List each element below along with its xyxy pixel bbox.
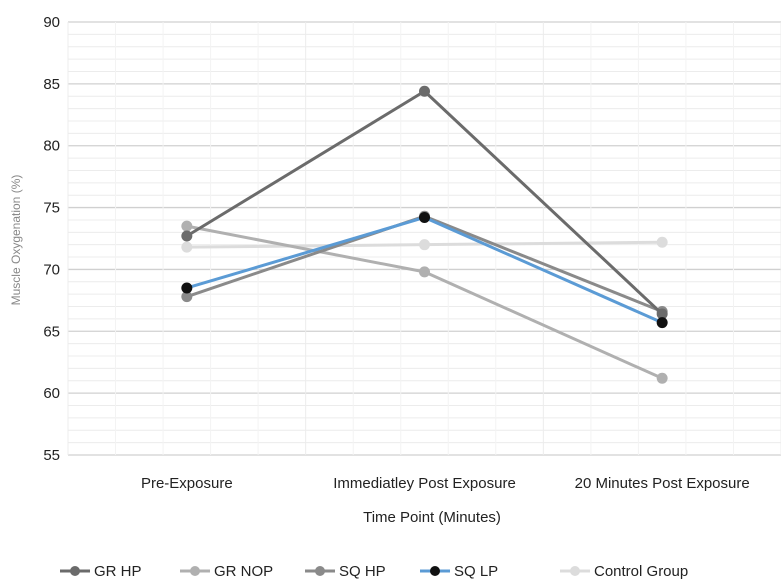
y-tick-labels: 55 60 65 70 75 80 85 90 xyxy=(43,14,60,464)
data-point xyxy=(181,291,193,303)
data-point xyxy=(656,308,668,320)
x-tick-label: 20 Minutes Post Exposure xyxy=(575,475,750,492)
data-point xyxy=(419,85,430,97)
data-point xyxy=(656,317,668,329)
series-gr-nop xyxy=(181,220,668,384)
series-lines xyxy=(181,85,668,384)
grid-lines xyxy=(67,21,781,456)
data-point xyxy=(656,372,668,384)
legend-label: GR HP xyxy=(94,563,142,580)
legend-marker xyxy=(190,566,200,576)
series-sq-lp xyxy=(181,211,668,329)
series-sq-hp xyxy=(181,210,668,317)
data-point xyxy=(181,282,193,294)
data-point xyxy=(181,241,193,253)
legend-marker xyxy=(315,566,325,576)
y-tick-label: 70 xyxy=(43,261,60,278)
legend-label: Control Group xyxy=(594,563,688,580)
data-point xyxy=(181,230,193,242)
data-point xyxy=(656,236,668,248)
data-point xyxy=(419,266,430,278)
data-point xyxy=(419,239,430,251)
legend-item: Control Group xyxy=(560,563,688,580)
y-tick-label: 60 xyxy=(43,385,60,402)
y-axis-title: Muscle Oxygenation (%) xyxy=(9,175,23,306)
y-tick-label: 80 xyxy=(43,138,60,155)
legend-label: SQ LP xyxy=(454,563,498,580)
y-tick-label: 65 xyxy=(43,323,60,340)
x-axis-title: Time Point (Minutes) xyxy=(363,509,501,526)
data-point xyxy=(181,220,193,232)
legend-label: GR NOP xyxy=(214,563,273,580)
x-tick-label: Immediatley Post Exposure xyxy=(333,475,516,492)
legend-marker xyxy=(570,566,580,576)
series-control-group xyxy=(181,236,668,253)
legend: GR HP GR NOP SQ HP SQ LP Control Group xyxy=(60,563,688,580)
x-tick-label: Pre-Exposure xyxy=(141,475,233,492)
legend-item: SQ LP xyxy=(420,563,498,580)
legend-item: GR NOP xyxy=(180,563,273,580)
y-tick-label: 90 xyxy=(43,14,60,31)
x-tick-labels: Pre-Exposure Immediatley Post Exposure 20 … xyxy=(141,475,750,492)
y-tick-label: 75 xyxy=(43,200,60,217)
legend-item: GR HP xyxy=(60,563,142,580)
legend-marker xyxy=(430,566,440,576)
y-tick-label: 55 xyxy=(43,447,60,464)
y-tick-label: 85 xyxy=(43,76,60,93)
legend-marker xyxy=(70,566,80,576)
data-point xyxy=(419,211,430,223)
legend-item: SQ HP xyxy=(305,563,386,580)
legend-label: SQ HP xyxy=(339,563,386,580)
series-gr-hp xyxy=(181,85,668,320)
